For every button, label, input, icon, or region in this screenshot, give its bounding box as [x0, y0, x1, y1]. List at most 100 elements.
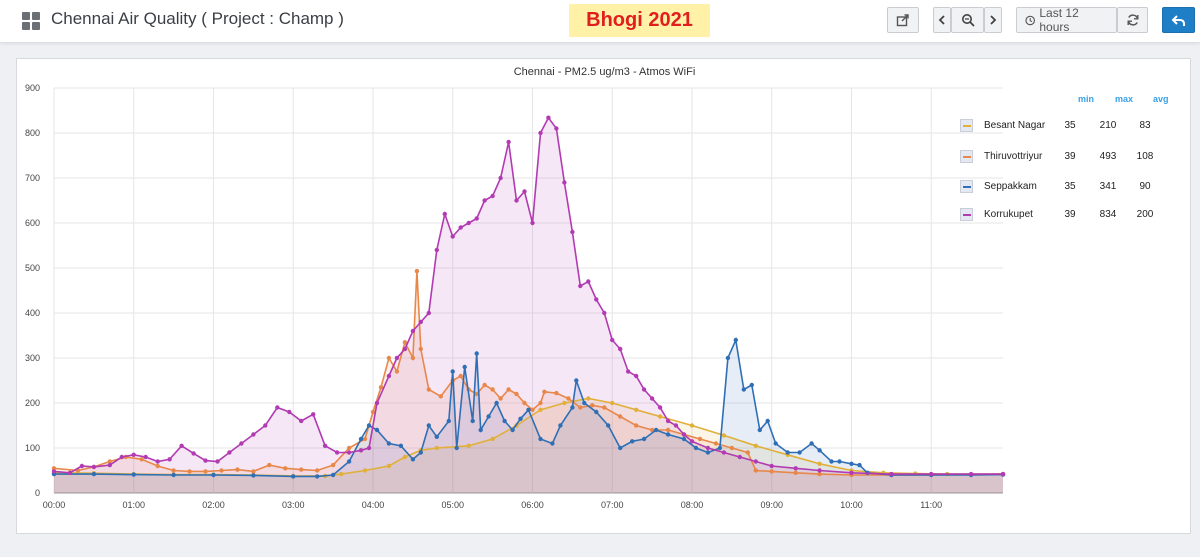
legend-max-value: 493 — [1099, 151, 1117, 162]
data-point — [490, 387, 495, 392]
data-point — [107, 459, 113, 464]
legend-max-value: 341 — [1099, 181, 1117, 192]
x-tick-label: 10:00 — [840, 500, 863, 510]
time-range-label: Last 12 hours — [1039, 6, 1079, 34]
data-point — [418, 319, 423, 325]
data-point — [51, 466, 57, 471]
legend-header-min[interactable]: min — [1078, 94, 1095, 104]
data-point — [171, 472, 176, 478]
data-point — [773, 441, 778, 446]
data-point — [837, 459, 842, 464]
time-forward-button[interactable] — [984, 7, 1002, 33]
data-point — [251, 469, 256, 474]
data-point — [586, 396, 591, 401]
zoom-out-button[interactable] — [951, 7, 984, 33]
data-point — [665, 418, 671, 424]
legend-min-value: 35 — [1064, 181, 1076, 192]
pm25-chart[interactable]: 0 100 200 300 400 500 600 700 800 900 00:00 01:00 02… — [17, 59, 1192, 535]
chevron-right-icon — [990, 15, 997, 25]
series-line-1 — [53, 271, 1004, 476]
data-point — [689, 439, 695, 444]
event-banner: Bhogi 2021 — [569, 4, 710, 37]
data-point — [506, 387, 511, 392]
data-point — [394, 355, 400, 361]
data-point — [458, 225, 463, 230]
data-point — [749, 382, 754, 388]
data-point — [697, 436, 703, 442]
data-point — [275, 405, 280, 410]
data-point — [131, 452, 136, 457]
data-point — [606, 423, 611, 428]
legend-series-name: Thiruvottriyur — [984, 151, 1043, 162]
data-point — [829, 459, 834, 464]
data-point — [538, 130, 543, 136]
data-point — [797, 450, 802, 455]
legend-row-besant-nagar[interactable]: Besant Nagar 35 210 83 — [958, 117, 1168, 137]
data-point — [566, 396, 571, 401]
data-point — [470, 418, 475, 424]
y-tick-label: 300 — [25, 353, 40, 363]
data-point — [450, 369, 455, 374]
share-button[interactable] — [887, 7, 919, 33]
data-point — [155, 459, 160, 464]
chart-title: Chennai - PM2.5 ug/m3 - Atmos WiFi — [513, 66, 696, 78]
data-point — [705, 450, 711, 455]
data-point — [482, 198, 487, 203]
data-point — [757, 427, 762, 433]
legend-avg-value: 108 — [1136, 151, 1154, 162]
data-point — [665, 427, 671, 433]
legend-series-name: Besant Nagar — [984, 120, 1046, 131]
legend-header-avg[interactable]: avg — [1153, 94, 1169, 104]
data-point — [291, 474, 296, 479]
data-point — [482, 382, 487, 388]
data-point — [582, 400, 587, 406]
time-range-picker[interactable]: Last 12 hours — [1016, 6, 1117, 34]
series-area-1 — [54, 271, 1003, 493]
y-tick-label: 600 — [25, 218, 40, 228]
data-point — [167, 457, 172, 462]
dashboard-title[interactable]: Chennai Air Quality ( Project : Champ ) — [51, 9, 344, 28]
data-point — [769, 463, 774, 469]
data-point — [227, 450, 232, 455]
legend-avg-value: 83 — [1139, 120, 1151, 131]
data-point — [251, 432, 256, 437]
data-point — [849, 470, 854, 475]
dashboard-grid-icon[interactable] — [22, 12, 40, 30]
legend-header-max[interactable]: max — [1115, 94, 1134, 104]
series-area-0 — [54, 398, 1003, 493]
data-point — [410, 328, 416, 334]
legend-avg-value: 200 — [1136, 209, 1154, 220]
series-area-2 — [54, 340, 1003, 493]
legend-swatch — [960, 119, 973, 132]
data-point — [67, 470, 73, 475]
data-point — [466, 443, 471, 448]
data-point — [538, 400, 543, 406]
back-to-dashboard-button[interactable] — [1162, 7, 1195, 33]
data-point — [219, 468, 224, 473]
data-point — [793, 470, 798, 475]
data-point — [817, 448, 822, 453]
data-point — [386, 355, 392, 361]
data-point — [446, 418, 451, 424]
data-point — [626, 369, 631, 374]
legend-row-korrukupet[interactable]: Korrukupet 39 834 200 — [958, 206, 1168, 226]
data-point — [562, 180, 567, 185]
legend-row-thiruvottriyur[interactable]: Thiruvottriyur 39 493 108 — [958, 148, 1168, 168]
data-point — [283, 466, 288, 471]
legend-row-seppakkam[interactable]: Seppakkam 35 341 90 — [958, 178, 1168, 198]
time-back-button[interactable] — [933, 7, 951, 33]
refresh-button[interactable] — [1117, 7, 1148, 33]
legend-avg-value: 90 — [1139, 181, 1151, 192]
data-point — [634, 423, 639, 428]
data-point — [562, 400, 567, 406]
x-tick-label: 05:00 — [441, 500, 464, 510]
legend-min-value: 35 — [1064, 120, 1076, 131]
data-point — [426, 423, 431, 428]
data-point — [410, 355, 416, 361]
data-point — [705, 445, 711, 451]
data-point — [649, 427, 655, 433]
magnifier-icon — [961, 14, 975, 27]
data-point — [538, 407, 543, 412]
data-point — [466, 220, 471, 226]
data-point — [402, 346, 408, 352]
